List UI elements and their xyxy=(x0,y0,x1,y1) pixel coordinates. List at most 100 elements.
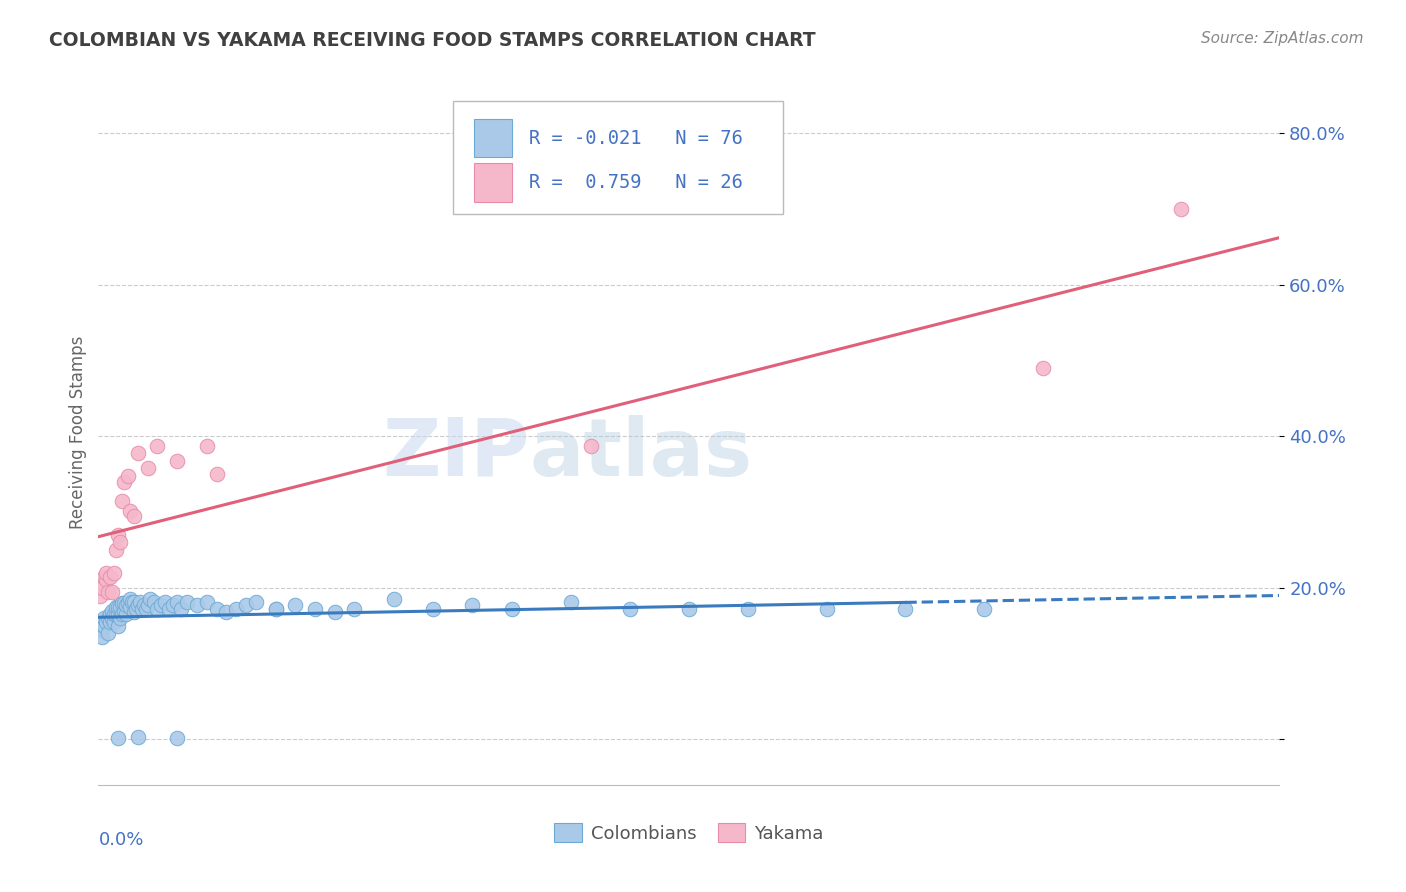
Point xyxy=(112,604,135,618)
Point xyxy=(146,438,169,452)
Point xyxy=(1170,202,1192,216)
Point xyxy=(678,602,700,616)
Point xyxy=(97,626,120,640)
Point xyxy=(619,602,641,616)
Point xyxy=(108,535,131,549)
Point xyxy=(422,602,444,616)
Point xyxy=(89,589,111,603)
Point xyxy=(122,605,145,619)
FancyBboxPatch shape xyxy=(453,102,783,214)
Point xyxy=(132,598,155,612)
Point xyxy=(122,594,145,608)
Point xyxy=(111,596,134,610)
Legend: Colombians, Yakama: Colombians, Yakama xyxy=(547,816,831,850)
Point xyxy=(115,607,138,622)
Point xyxy=(101,604,124,618)
Point xyxy=(142,594,165,608)
Point xyxy=(98,615,121,629)
Point xyxy=(115,598,138,612)
Point xyxy=(186,598,208,612)
Point xyxy=(195,438,218,452)
Text: COLOMBIAN VS YAKAMA RECEIVING FOOD STAMPS CORRELATION CHART: COLOMBIAN VS YAKAMA RECEIVING FOOD STAMP… xyxy=(49,31,815,50)
Point xyxy=(107,731,129,745)
Point xyxy=(264,602,287,616)
Point xyxy=(138,591,160,606)
Point xyxy=(97,611,120,625)
Point xyxy=(121,594,143,608)
Point xyxy=(170,602,193,616)
Point xyxy=(107,528,129,542)
Point xyxy=(264,602,287,616)
Point xyxy=(166,453,188,467)
Point xyxy=(96,574,118,588)
Point xyxy=(111,607,134,622)
Point xyxy=(89,623,111,637)
Point xyxy=(112,475,135,489)
Point xyxy=(103,615,125,629)
Point xyxy=(97,584,120,599)
Point xyxy=(176,594,198,608)
Point xyxy=(1032,361,1054,376)
Point xyxy=(117,468,139,483)
Point xyxy=(111,493,134,508)
Point xyxy=(157,602,180,616)
Point xyxy=(245,594,267,608)
Text: 0.0%: 0.0% xyxy=(98,830,143,849)
Point xyxy=(101,611,124,625)
Point xyxy=(205,467,228,482)
Point xyxy=(166,594,188,608)
Point xyxy=(501,602,523,616)
Point xyxy=(93,569,115,583)
Point xyxy=(103,607,125,622)
Point xyxy=(98,607,121,622)
Point xyxy=(117,596,139,610)
Point xyxy=(127,446,149,460)
Point xyxy=(136,598,159,612)
Point xyxy=(150,598,173,612)
Point xyxy=(146,602,169,616)
Point xyxy=(461,598,484,612)
FancyBboxPatch shape xyxy=(474,119,512,158)
Point xyxy=(103,566,125,580)
Point xyxy=(125,602,148,616)
Point xyxy=(815,602,838,616)
Point xyxy=(382,591,405,606)
Text: R = -0.021   N = 76: R = -0.021 N = 76 xyxy=(530,128,744,147)
Point xyxy=(973,602,995,616)
Point xyxy=(323,605,346,619)
Point xyxy=(215,605,238,619)
Point xyxy=(304,602,326,616)
Point xyxy=(127,598,149,612)
Point xyxy=(894,602,917,616)
Point xyxy=(235,598,257,612)
Point xyxy=(162,598,184,612)
Y-axis label: Receiving Food Stamps: Receiving Food Stamps xyxy=(69,336,87,529)
Point xyxy=(118,503,141,517)
Point xyxy=(118,592,141,607)
Point xyxy=(91,630,114,644)
FancyBboxPatch shape xyxy=(474,163,512,202)
Point xyxy=(107,619,129,633)
Point xyxy=(101,584,124,599)
Point xyxy=(560,594,582,608)
Point xyxy=(343,602,366,616)
Point xyxy=(195,594,218,608)
Point xyxy=(91,581,114,595)
Point xyxy=(96,566,118,580)
Point xyxy=(105,543,128,558)
Point xyxy=(737,602,759,616)
Point xyxy=(108,611,131,625)
Text: ZIP: ZIP xyxy=(382,415,530,492)
Point xyxy=(105,607,128,622)
Point xyxy=(98,569,121,583)
Point xyxy=(122,508,145,523)
Point xyxy=(579,438,602,452)
Point xyxy=(166,731,188,745)
Point xyxy=(107,599,129,614)
Text: atlas: atlas xyxy=(530,415,752,492)
Point xyxy=(105,599,128,614)
Point xyxy=(155,594,177,608)
Point xyxy=(118,599,141,614)
Text: Source: ZipAtlas.com: Source: ZipAtlas.com xyxy=(1201,31,1364,46)
Point xyxy=(135,602,157,616)
